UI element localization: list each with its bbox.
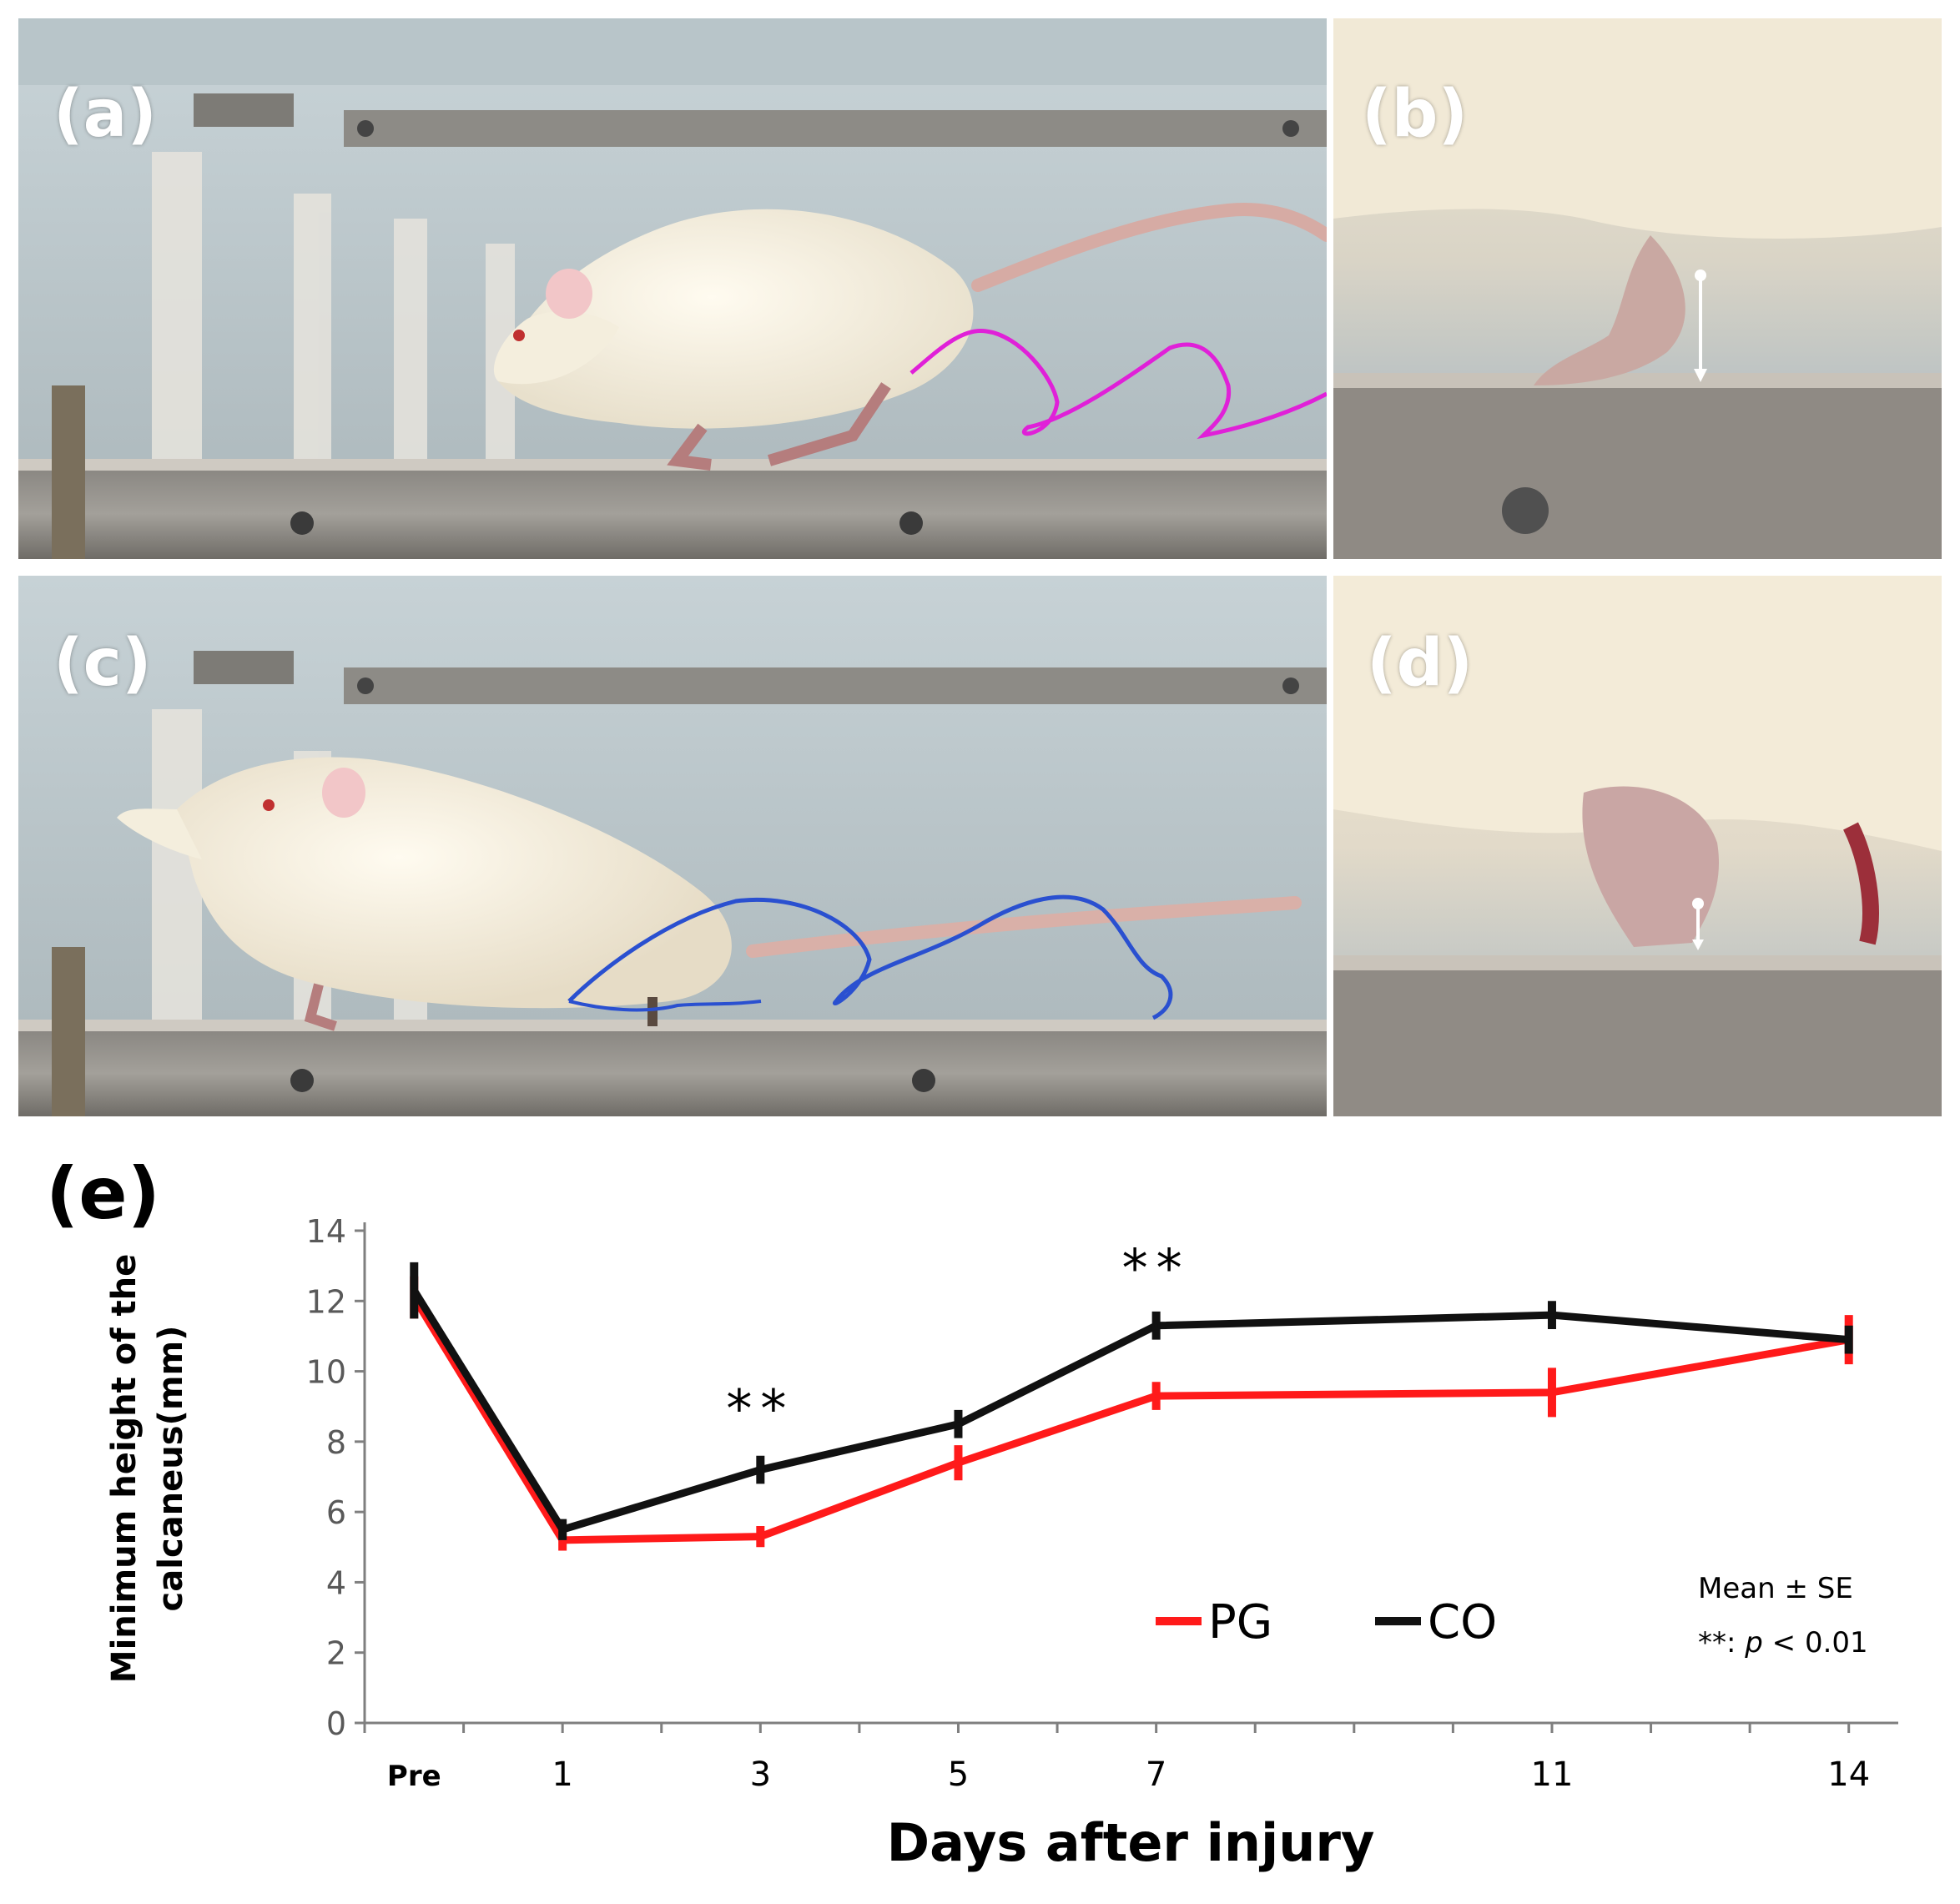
chart-panel-e: (e) 0 2 4 6 8 10 12 14 Pre 1 3 5 7 11 14 ** ** Minimum … (0, 1126, 1960, 1901)
significance-marker: ** (726, 1378, 794, 1439)
y-tick-label: 8 (326, 1424, 346, 1461)
y-axis-label-line2: calcaneus(mm) (152, 1326, 190, 1612)
y-tick-label: 0 (326, 1705, 346, 1742)
photo-panel-d: (d) (1333, 576, 1942, 1116)
data-point-co (1847, 1337, 1851, 1342)
series-line-co (411, 1288, 1850, 1534)
data-point-co (758, 1468, 763, 1472)
data-point-co (1549, 1313, 1554, 1317)
photo-calcaneus-closeup-d (1333, 576, 1942, 1116)
photo-panel-b: (b) (1333, 18, 1942, 559)
x-tick-label: 1 (552, 1755, 572, 1794)
y-tick-label: 6 (326, 1494, 346, 1531)
panel-label-c: (c) (53, 626, 152, 701)
data-point-pg (956, 1461, 960, 1465)
data-point-pg (758, 1534, 763, 1539)
y-tick-label: 4 (326, 1564, 346, 1601)
y-tick-label: 14 (306, 1213, 346, 1250)
stats-note-mean-se: Mean ± SE (1698, 1572, 1853, 1605)
panel-label-a: (a) (53, 77, 157, 152)
line-chart: (e) 0 2 4 6 8 10 12 14 Pre 1 3 5 7 11 14 ** ** Minimum … (46, 1152, 1898, 1873)
data-point-co (1154, 1323, 1158, 1327)
data-point-co (412, 1288, 416, 1292)
x-tick-label: 11 (1531, 1755, 1574, 1794)
x-tick-label: 14 (1827, 1755, 1870, 1794)
x-tick-label: 7 (1146, 1755, 1166, 1794)
panel-label-e: (e) (46, 1152, 160, 1236)
panel-label-d: (d) (1367, 626, 1474, 701)
photo-panel-c: (c) (18, 576, 1327, 1116)
legend-co-label: CO (1428, 1595, 1497, 1650)
data-point-co (956, 1422, 960, 1426)
x-tick-label: 5 (948, 1755, 969, 1794)
y-tick-label: 12 (306, 1283, 346, 1320)
data-point-pg (1549, 1390, 1554, 1394)
significance-marker: ** (1122, 1237, 1191, 1298)
legend-pg-label: PG (1208, 1595, 1272, 1650)
x-axis-label: Days after injury (887, 1812, 1375, 1873)
y-axis-label-line1: Minimum height of the (105, 1254, 144, 1683)
y-tick-label: 2 (326, 1635, 346, 1672)
x-tick-label: Pre (387, 1760, 441, 1793)
photo-panel-a: (a) (18, 18, 1327, 559)
panel-label-b: (b) (1362, 77, 1469, 152)
x-tick-label: 3 (750, 1755, 771, 1794)
data-point-pg (1154, 1394, 1158, 1398)
photo-calcaneus-closeup-b (1333, 18, 1942, 559)
data-point-co (561, 1528, 565, 1532)
y-tick-label: 10 (306, 1354, 346, 1391)
photo-treadmill-rat-c (18, 576, 1327, 1116)
stats-note-p: **: p < 0.01 (1698, 1626, 1868, 1660)
photo-treadmill-rat-a (18, 18, 1327, 559)
